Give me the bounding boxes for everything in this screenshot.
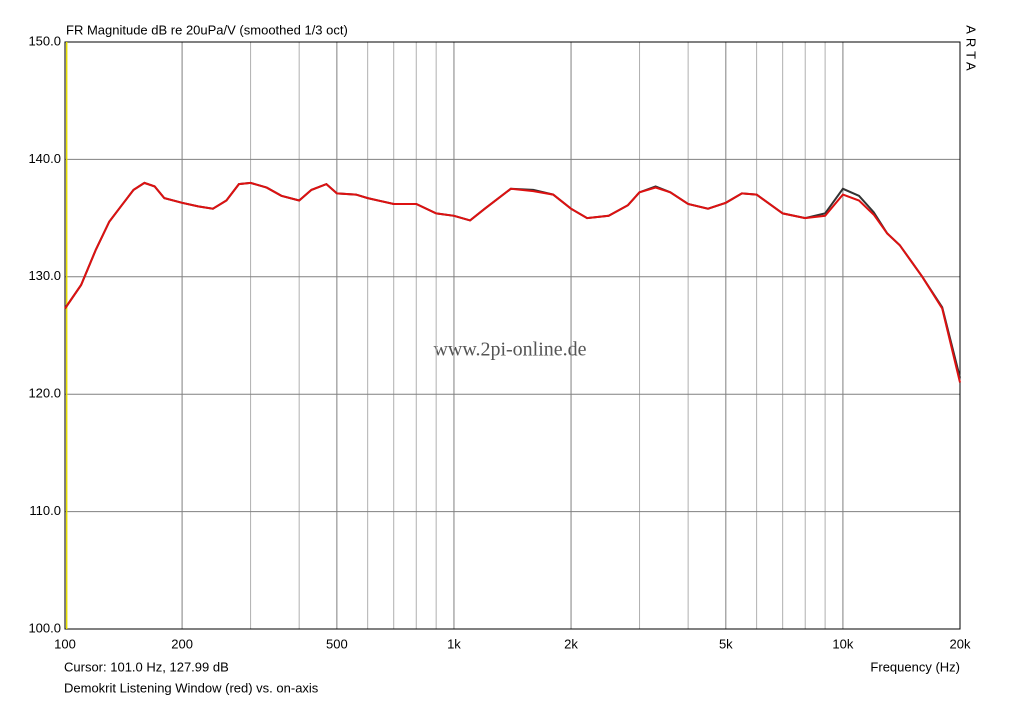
x-tick-label: 200 [171, 636, 193, 651]
x-tick-label: 100 [54, 636, 76, 651]
y-tick-label: 110.0 [29, 503, 61, 518]
caption: Demokrit Listening Window (red) vs. on-a… [64, 680, 319, 695]
y-tick-label: 150.0 [28, 33, 61, 48]
x-tick-label: 1k [447, 636, 461, 651]
y-tick-label: 130.0 [28, 268, 61, 283]
plot-frame [64, 41, 961, 630]
brand: ARTA [964, 25, 979, 74]
x-tick-label: 20k [950, 636, 971, 651]
x-tick-label: 2k [564, 636, 578, 651]
y-tick-label: 120.0 [28, 386, 61, 401]
cursor-readout: Cursor: 101.0 Hz, 127.99 dB [64, 659, 229, 674]
x-axis-label: Frequency (Hz) [870, 659, 960, 674]
x-tick-label: 500 [326, 636, 348, 651]
x-tick-label: 10k [832, 636, 853, 651]
y-tick-label: 140.0 [28, 151, 61, 166]
chart-title: FR Magnitude dB re 20uPa/V (smoothed 1/3… [66, 22, 348, 37]
y-tick-label: 100.0 [28, 620, 61, 635]
series-line [64, 181, 961, 383]
x-tick-label: 5k [719, 636, 733, 651]
watermark: www.2pi-online.de [433, 339, 586, 361]
